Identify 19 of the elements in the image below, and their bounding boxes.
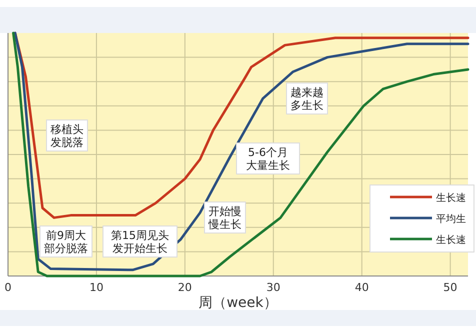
legend-item: 生长速	[390, 193, 466, 204]
annotation: 前9周大部分脱落	[44, 229, 88, 255]
x-tick-label: 20	[178, 281, 192, 294]
x-tick-label: 50	[443, 281, 458, 294]
legend-label: 生长速	[436, 192, 466, 204]
annotation: 开始慢慢生长	[208, 205, 242, 231]
legend-item: 平均生	[390, 214, 466, 225]
x-tick-label: 40	[354, 281, 369, 294]
annotation: 5-6个月大量生长	[246, 146, 290, 172]
x-tick-label: 30	[266, 281, 280, 294]
annotation: 第15周见头发开始生长	[111, 229, 169, 255]
legend-label: 生长速	[436, 234, 466, 246]
x-axis-title: 周（week）	[198, 295, 278, 311]
legend-label: 平均生	[436, 213, 466, 225]
x-tick-label: 10	[89, 281, 104, 294]
annotation: 移植头发脱落	[50, 123, 84, 149]
x-tick-label: 0	[4, 281, 12, 294]
annotation: 越来越多生长	[290, 86, 324, 112]
legend-item: 生长速	[390, 235, 466, 246]
